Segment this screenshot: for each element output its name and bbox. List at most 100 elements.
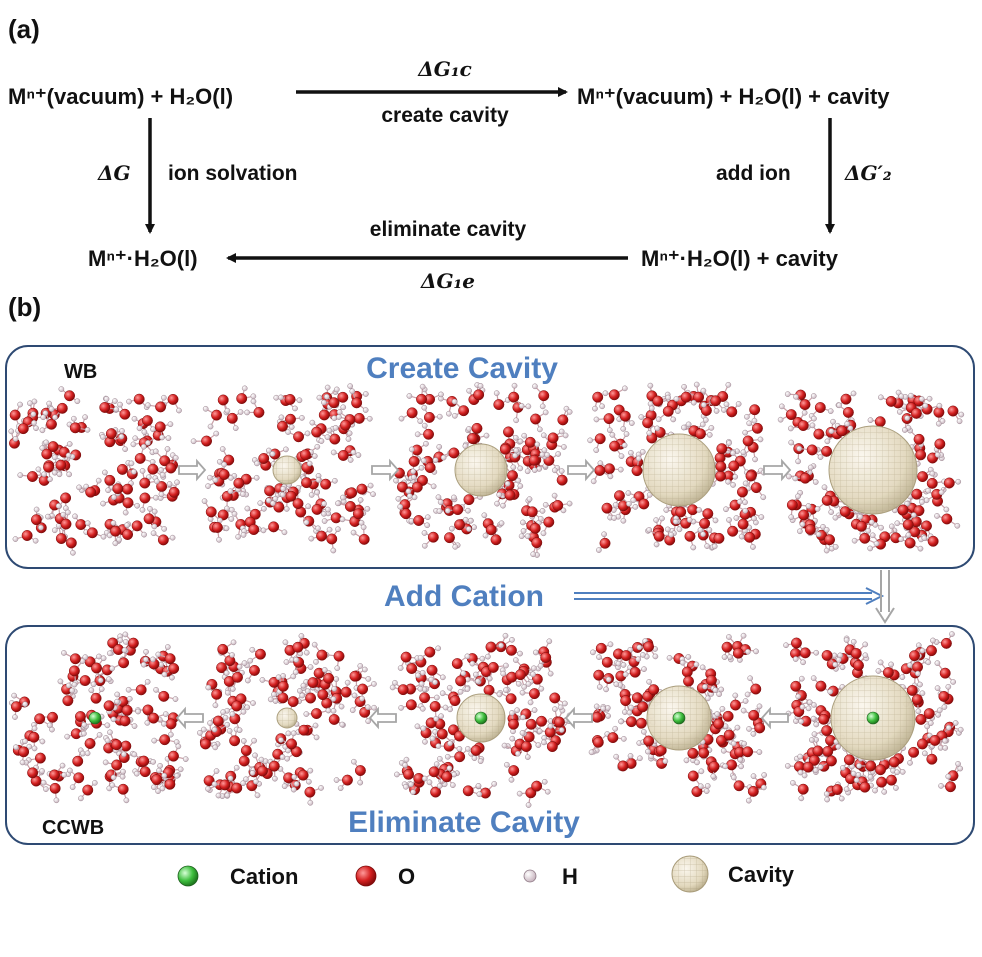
hydrogen-atom xyxy=(955,761,961,767)
hydrogen-atom xyxy=(365,704,371,711)
oxygen-atom xyxy=(505,693,517,705)
hydrogen-atom xyxy=(104,737,111,744)
hydrogen-atom xyxy=(512,657,519,663)
hydrogen-atom xyxy=(100,500,106,507)
down-arrow-shaft xyxy=(880,570,890,612)
oxygen-atom xyxy=(821,494,833,506)
hydrogen-atom xyxy=(934,513,940,519)
hydrogen-atom xyxy=(830,418,836,425)
hydrogen-atom xyxy=(414,723,421,730)
hydrogen-atom xyxy=(601,531,607,538)
cavity-mesh xyxy=(277,708,297,728)
hydrogen-atom xyxy=(47,476,53,483)
delta-g: ΔG xyxy=(97,161,131,185)
hydrogen-atom xyxy=(389,684,396,691)
hydrogen-atom xyxy=(638,414,645,420)
hydrogen-atom xyxy=(130,441,137,448)
hydrogen-atom xyxy=(283,506,290,512)
hydrogen-swatch xyxy=(523,869,537,883)
oxygen-atom xyxy=(865,760,877,772)
oxygen-atom xyxy=(64,390,76,402)
oxygen-atom xyxy=(662,405,674,417)
hydrogen-atom xyxy=(82,414,88,420)
oxygen-atom xyxy=(165,462,177,474)
hydrogen-atom xyxy=(832,544,839,550)
hydrogen-atom xyxy=(539,451,546,458)
hydrogen-atom xyxy=(220,709,226,715)
hydrogen-atom xyxy=(216,536,222,543)
hydrogen-atom xyxy=(924,723,931,730)
hydrogen-atom xyxy=(823,547,830,554)
hydrogen-atom xyxy=(417,685,424,692)
oxygen-atom xyxy=(305,692,317,704)
hydrogen-atom xyxy=(126,695,133,702)
hydrogen-atom xyxy=(426,779,433,786)
oxygen-atom xyxy=(122,529,134,540)
hydrogen-atom xyxy=(693,661,700,668)
hydrogen-atom xyxy=(332,424,339,431)
hydrogen-atom xyxy=(257,500,264,507)
hydrogen-atom xyxy=(147,506,153,512)
hydrogen-atom xyxy=(596,684,603,690)
hydrogen-atom xyxy=(360,524,367,531)
hydrogen-atom xyxy=(165,435,172,441)
hydrogen-atom xyxy=(228,516,235,522)
hydrogen-atom xyxy=(698,768,705,775)
oxygen-atom xyxy=(317,689,329,701)
hydrogen-atom xyxy=(943,506,950,513)
oxygen-atom xyxy=(643,735,655,747)
hydrogen-atom xyxy=(785,473,792,480)
hydrogen-atom xyxy=(486,675,493,682)
oxygen-atom xyxy=(85,486,97,498)
hydrogen-atom xyxy=(512,434,519,441)
hydrogen-atom xyxy=(432,679,438,686)
hydrogen-atom xyxy=(625,490,632,496)
hydrogen-atom xyxy=(151,523,158,530)
hydrogen-atom xyxy=(881,789,888,795)
hydrogen-atom xyxy=(934,660,941,666)
hydrogen-atom xyxy=(524,533,531,540)
hydrogen-atom xyxy=(623,431,630,437)
hydrogen-atom xyxy=(518,403,525,409)
hydrogen-atom xyxy=(109,665,115,672)
oxygen-atom xyxy=(917,471,929,483)
oxygen-atom xyxy=(73,772,85,784)
oxygen-atom xyxy=(318,409,330,421)
hydrogen-atom xyxy=(230,639,237,646)
hydrogen-atom xyxy=(839,765,846,771)
oxygen-atom xyxy=(27,471,38,482)
hydrogen-atom xyxy=(159,434,165,441)
hydrogen-atom xyxy=(532,649,539,656)
hydrogen-atom xyxy=(444,507,451,514)
hydrogen-atom xyxy=(465,526,472,532)
hydrogen-atom xyxy=(878,524,884,531)
hydrogen-atom xyxy=(867,774,874,780)
hydrogen-atom xyxy=(103,396,110,402)
hydrogen-atom xyxy=(155,788,161,795)
oxygen-atom xyxy=(116,463,128,475)
oxygen-atom xyxy=(28,731,40,743)
oxygen-atom xyxy=(72,755,84,767)
hydrogen-atom xyxy=(857,513,864,520)
hydrogen-atom xyxy=(290,673,297,680)
hydrogen-atom xyxy=(745,797,752,804)
hydrogen-atom xyxy=(668,531,674,538)
hydrogen-atom xyxy=(158,491,165,498)
hydrogen-atom xyxy=(921,535,928,541)
hydrogen-atom xyxy=(476,791,483,798)
hydrogen-atom xyxy=(451,398,458,405)
hydrogen-atom xyxy=(134,502,141,509)
oxygen-atom xyxy=(342,774,353,786)
hydrogen-atom xyxy=(205,483,211,489)
hydrogen-atom xyxy=(244,704,251,711)
hydrogen-atom xyxy=(751,515,757,522)
oxygen-atom xyxy=(923,708,935,720)
hydrogen-atom xyxy=(805,503,812,509)
hydrogen-atom xyxy=(112,540,119,547)
hydrogen-atom xyxy=(227,488,234,495)
hydrogen-atom xyxy=(321,399,327,406)
hydrogen-atom xyxy=(868,519,875,526)
oxygen-atom xyxy=(328,397,340,409)
hydrogen-atom xyxy=(906,662,913,669)
hydrogen-atom xyxy=(593,703,600,710)
